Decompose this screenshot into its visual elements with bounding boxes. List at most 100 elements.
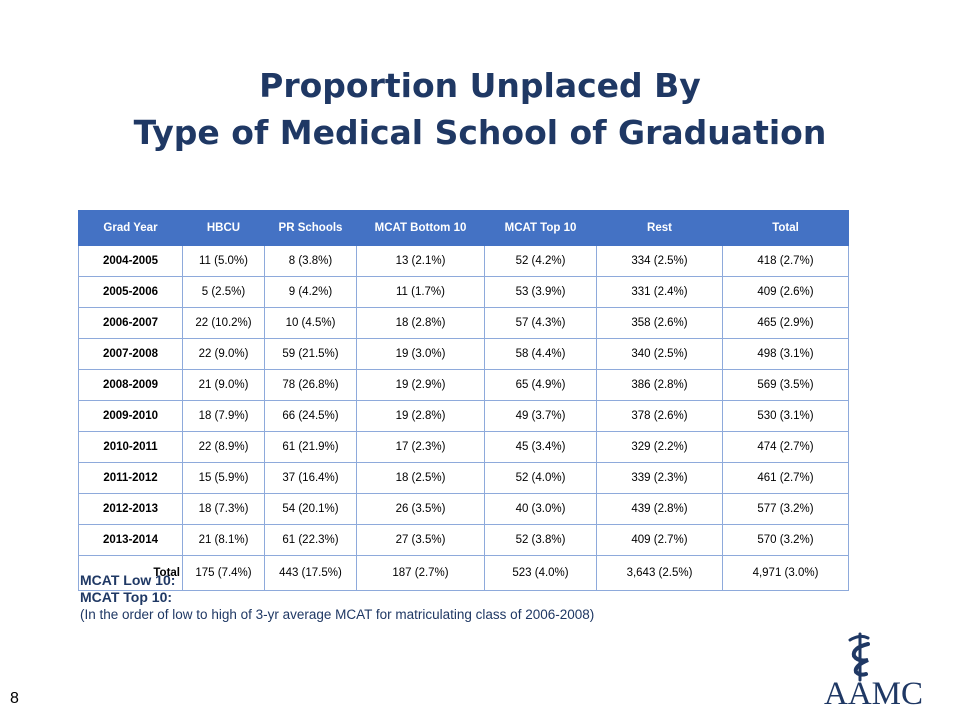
table-cell: 18 (7.9%) <box>182 400 265 432</box>
table-cell: 8 (3.8%) <box>264 245 357 277</box>
table-cell: 530 (3.1%) <box>722 400 849 432</box>
table-cell: 22 (8.9%) <box>182 431 265 463</box>
table-cell: 461 (2.7%) <box>722 462 849 494</box>
table-cell: 340 (2.5%) <box>596 338 723 370</box>
page-number: 8 <box>10 690 19 707</box>
slide-title: Proportion Unplaced By Type of Medical S… <box>0 62 960 156</box>
table-cell: 409 (2.7%) <box>596 524 723 556</box>
table-cell: 474 (2.7%) <box>722 431 849 463</box>
table-cell: 19 (3.0%) <box>356 338 485 370</box>
table-row: 2007-2008 22 (9.0%) 59 (21.5%) 19 (3.0%) 58 … <box>78 338 849 370</box>
table-cell: 569 (3.5%) <box>722 369 849 401</box>
table-row: 2004-2005 11 (5.0%) 8 (3.8%) 13 (2.1%) 52 (4… <box>78 245 849 277</box>
table-cell: 78 (26.8%) <box>264 369 357 401</box>
table-cell: 61 (21.9%) <box>264 431 357 463</box>
table-cell: 175 (7.4%) <box>182 555 265 591</box>
table-row: 2006-2007 22 (10.2%) 10 (4.5%) 18 (2.8%) 57 … <box>78 307 849 339</box>
table-cell: 18 (2.5%) <box>356 462 485 494</box>
table-cell: 2013-2014 <box>78 524 183 556</box>
table-cell: 2007-2008 <box>78 338 183 370</box>
caduceus-icon <box>848 632 870 682</box>
aamc-logo: AAMC <box>824 676 924 712</box>
table-cell: 465 (2.9%) <box>722 307 849 339</box>
table-cell: 19 (2.9%) <box>356 369 485 401</box>
table-cell: 409 (2.6%) <box>722 276 849 308</box>
table-cell: 17 (2.3%) <box>356 431 485 463</box>
table-cell: 22 (9.0%) <box>182 338 265 370</box>
table-cell: 18 (7.3%) <box>182 493 265 525</box>
table-cell: 52 (3.8%) <box>484 524 597 556</box>
header-hbcu: HBCU <box>182 210 265 246</box>
table-cell: 577 (3.2%) <box>722 493 849 525</box>
table-cell: 26 (3.5%) <box>356 493 485 525</box>
table-cell: 378 (2.6%) <box>596 400 723 432</box>
table-cell: 27 (3.5%) <box>356 524 485 556</box>
table-cell: 54 (20.1%) <box>264 493 357 525</box>
table-cell: 11 (1.7%) <box>356 276 485 308</box>
table-row: 2008-2009 21 (9.0%) 78 (26.8%) 19 (2.9%) 65 … <box>78 369 849 401</box>
table-cell: 13 (2.1%) <box>356 245 485 277</box>
table-cell: 49 (3.7%) <box>484 400 597 432</box>
table-cell: 10 (4.5%) <box>264 307 357 339</box>
table-cell: 5 (2.5%) <box>182 276 265 308</box>
table-cell: 65 (4.9%) <box>484 369 597 401</box>
notes: MCAT Low 10: MCAT Top 10: (In the order … <box>80 572 594 623</box>
table-total-row: Total 175 (7.4%) 443 (17.5%) 187 (2.7%) 523 … <box>78 555 849 591</box>
table-cell: 22 (10.2%) <box>182 307 265 339</box>
table-cell: 21 (8.1%) <box>182 524 265 556</box>
unplaced-table: Grad Year HBCU PR Schools MCAT Bottom 10… <box>78 210 849 591</box>
table-cell: 11 (5.0%) <box>182 245 265 277</box>
title-line-2: Type of Medical School of Graduation <box>133 113 827 152</box>
table-row: 2005-2006 5 (2.5%) 9 (4.2%) 11 (1.7%) 53 (3.… <box>78 276 849 308</box>
table-cell: 358 (2.6%) <box>596 307 723 339</box>
table-body: 2004-2005 11 (5.0%) 8 (3.8%) 13 (2.1%) 52 (4… <box>78 245 849 591</box>
note-explanation: (In the order of low to high of 3-yr ave… <box>80 607 595 622</box>
table-cell: Total <box>78 555 183 591</box>
table-row: 2013-2014 21 (8.1%) 61 (22.3%) 27 (3.5%) 52 … <box>78 524 849 556</box>
table-cell: 52 (4.0%) <box>484 462 597 494</box>
table-row: 2010-2011 22 (8.9%) 61 (21.9%) 17 (2.3%) 45 … <box>78 431 849 463</box>
table-cell: 61 (22.3%) <box>264 524 357 556</box>
table-cell: 18 (2.8%) <box>356 307 485 339</box>
table-cell: 21 (9.0%) <box>182 369 265 401</box>
table-cell: 53 (3.9%) <box>484 276 597 308</box>
table-cell: 66 (24.5%) <box>264 400 357 432</box>
table-cell: 59 (21.5%) <box>264 338 357 370</box>
table-cell: 2008-2009 <box>78 369 183 401</box>
table-cell: 2011-2012 <box>78 462 183 494</box>
header-rest: Rest <box>596 210 723 246</box>
table-cell: 45 (3.4%) <box>484 431 597 463</box>
table-header-row: Grad Year HBCU PR Schools MCAT Bottom 10… <box>78 210 849 246</box>
header-total: Total <box>722 210 849 246</box>
table-cell: 329 (2.2%) <box>596 431 723 463</box>
table-cell: 331 (2.4%) <box>596 276 723 308</box>
table-cell: 37 (16.4%) <box>264 462 357 494</box>
table-row: 2011-2012 15 (5.9%) 37 (16.4%) 18 (2.5%) 52 … <box>78 462 849 494</box>
header-pr-schools: PR Schools <box>264 210 357 246</box>
table-cell: 40 (3.0%) <box>484 493 597 525</box>
table-cell: 58 (4.4%) <box>484 338 597 370</box>
title-line-1: Proportion Unplaced By <box>259 66 701 105</box>
table-cell: 386 (2.8%) <box>596 369 723 401</box>
table-cell: 498 (3.1%) <box>722 338 849 370</box>
table-cell: 439 (2.8%) <box>596 493 723 525</box>
table-cell: 339 (2.3%) <box>596 462 723 494</box>
table-cell: 334 (2.5%) <box>596 245 723 277</box>
table-cell: 2010-2011 <box>78 431 183 463</box>
table-cell: 2009-2010 <box>78 400 183 432</box>
table-cell: 9 (4.2%) <box>264 276 357 308</box>
note-mcat-low: MCAT Low 10: <box>80 572 176 588</box>
header-grad-year: Grad Year <box>78 210 183 246</box>
table-cell: 2012-2013 <box>78 493 183 525</box>
table-row: 2009-2010 18 (7.9%) 66 (24.5%) 19 (2.8%) 49 … <box>78 400 849 432</box>
table-cell: 57 (4.3%) <box>484 307 597 339</box>
table-cell: 2005-2006 <box>78 276 183 308</box>
table-cell: 4,971 (3.0%) <box>722 555 849 591</box>
table-cell: 19 (2.8%) <box>356 400 485 432</box>
table-cell: 3,643 (2.5%) <box>596 555 723 591</box>
table-cell: 570 (3.2%) <box>722 524 849 556</box>
table-row: 2012-2013 18 (7.3%) 54 (20.1%) 26 (3.5%) 40 … <box>78 493 849 525</box>
header-mcat-bottom-10: MCAT Bottom 10 <box>356 210 485 246</box>
header-mcat-top-10: MCAT Top 10 <box>484 210 597 246</box>
table-cell: 187 (2.7%) <box>356 555 485 591</box>
